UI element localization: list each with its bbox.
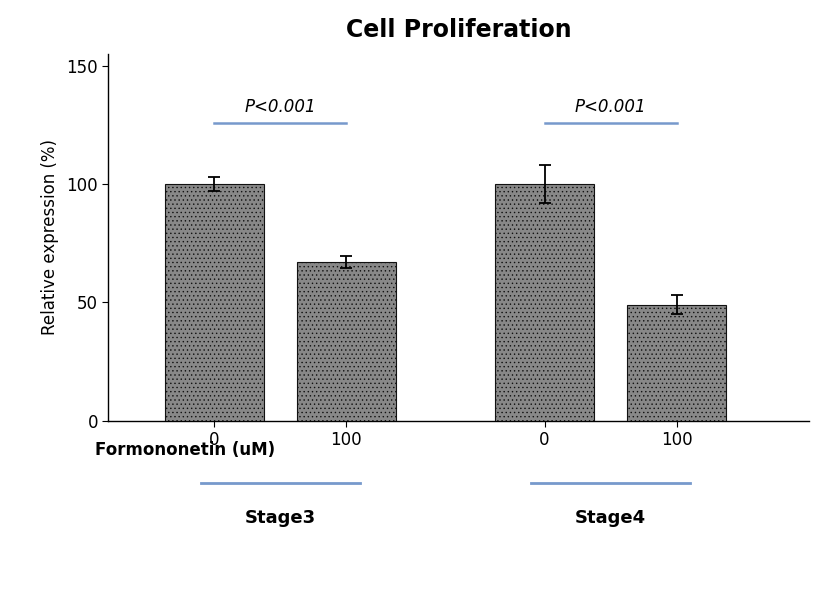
Bar — [627, 305, 726, 421]
Text: Stage4: Stage4 — [575, 508, 646, 526]
Title: Cell Proliferation: Cell Proliferation — [346, 19, 571, 43]
Text: Stage3: Stage3 — [244, 508, 316, 526]
Bar — [297, 262, 396, 421]
Bar — [495, 184, 594, 421]
Text: P<0.001: P<0.001 — [575, 97, 646, 115]
Text: Formononetin (uM): Formononetin (uM) — [95, 441, 275, 459]
Bar — [164, 184, 264, 421]
Y-axis label: Relative expression (%): Relative expression (%) — [42, 139, 59, 335]
Text: P<0.001: P<0.001 — [244, 97, 316, 115]
